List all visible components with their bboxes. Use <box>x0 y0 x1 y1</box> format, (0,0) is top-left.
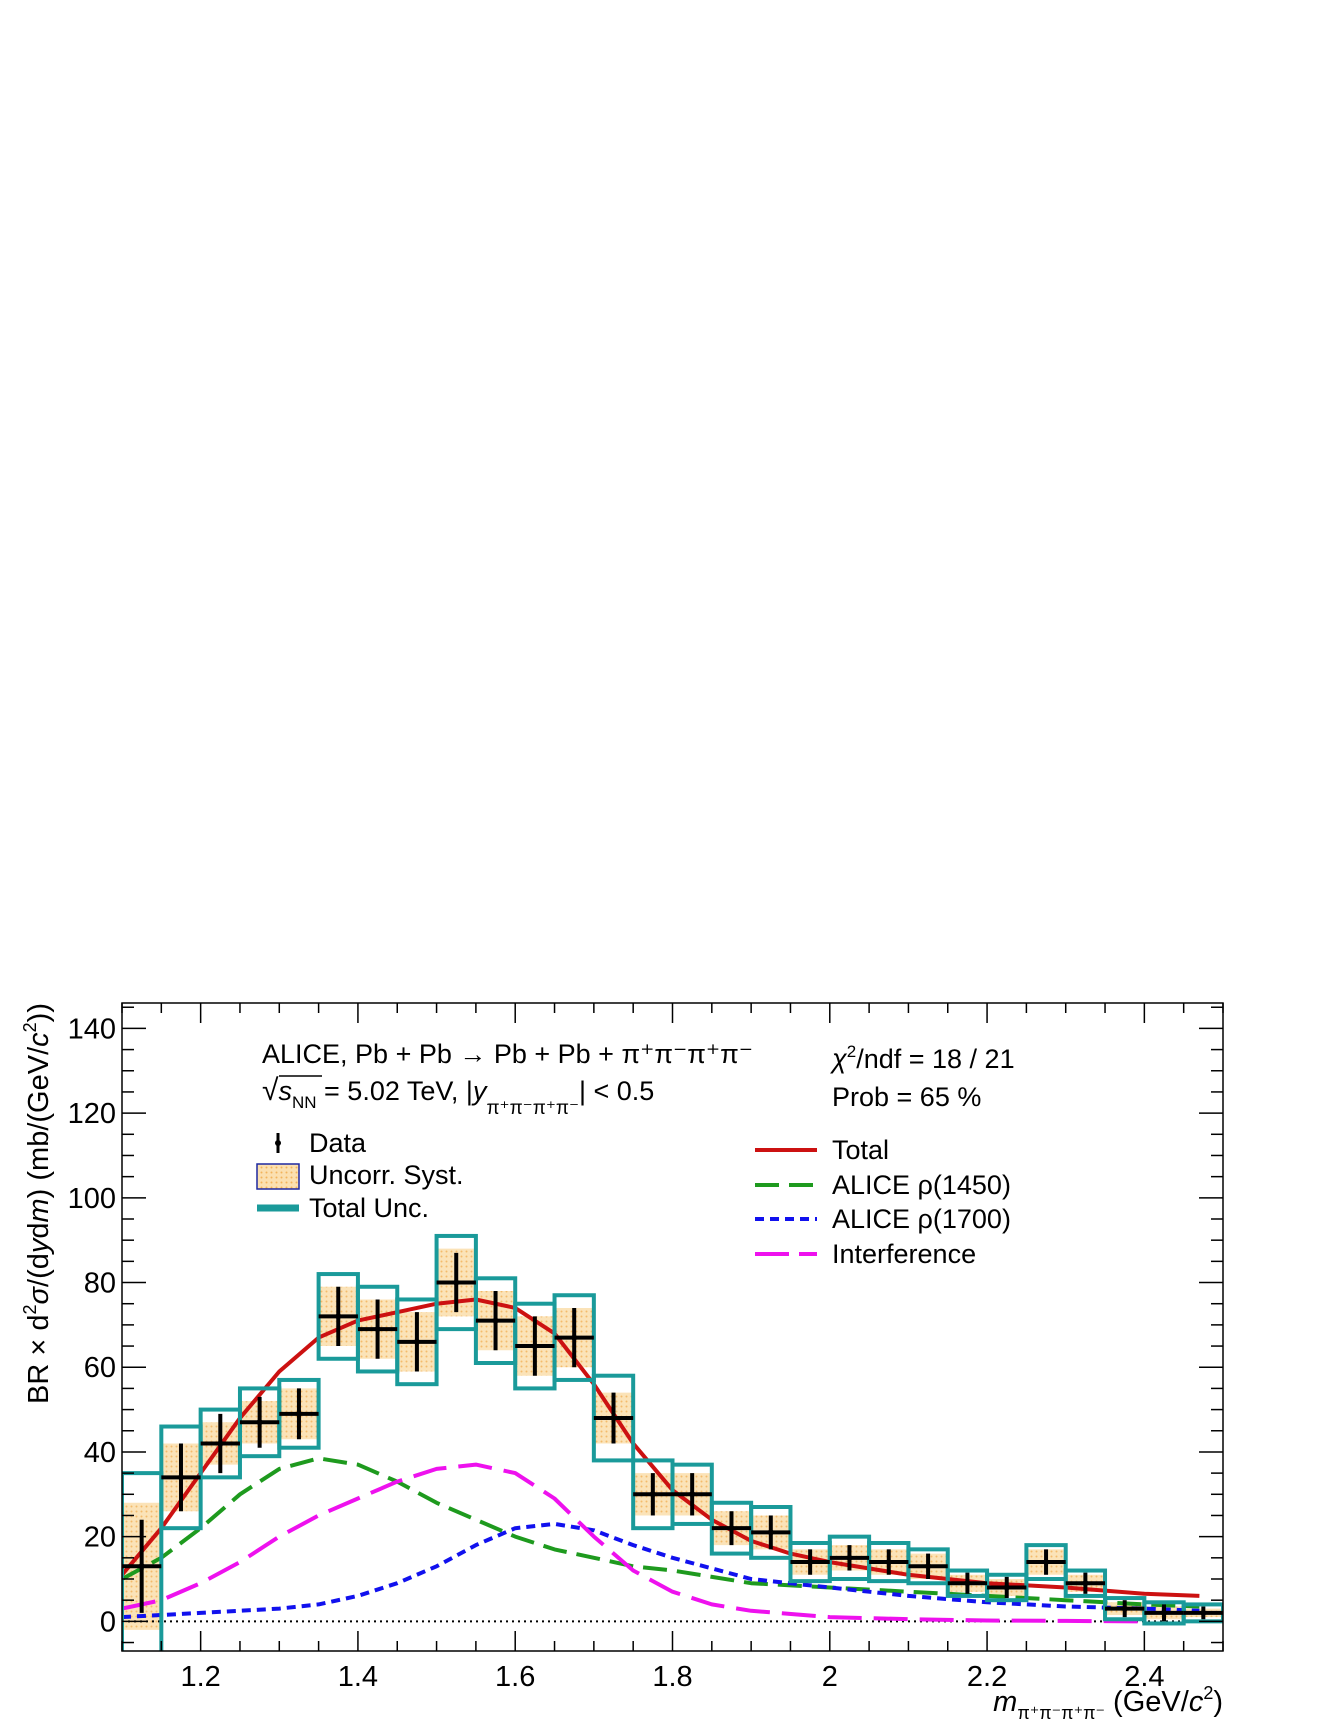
y-tick-label: 80 <box>84 1268 116 1300</box>
data-point-12 <box>610 1415 617 1422</box>
syst-bands <box>122 1248 1223 1630</box>
data-point-20 <box>925 1563 932 1570</box>
cut-text: | < 0.5 <box>579 1076 654 1106</box>
legend-rho1700-label: ALICE ρ(1700) <box>832 1204 1011 1234</box>
x-c: c <box>1189 1686 1204 1718</box>
data-point-6 <box>374 1326 381 1333</box>
data-point-24 <box>1082 1580 1089 1587</box>
data-point-27 <box>1200 1609 1207 1616</box>
legend-data-marker <box>275 1140 281 1146</box>
x-m: m <box>993 1686 1017 1718</box>
legend-totalunc-label: Total Unc. <box>309 1193 429 1223</box>
chi-symbol: χ <box>830 1044 848 1074</box>
data-point-3 <box>256 1419 263 1426</box>
data-point-9 <box>492 1317 499 1324</box>
x-tick-label: 1.4 <box>338 1661 378 1693</box>
axes: 1.2 1.4 1.6 1.8 2 2.2 2.4 0 20 40 60 80 100 120 140 <box>68 1003 1224 1693</box>
y-c: c <box>23 1032 55 1047</box>
y-axis-title: BR × d2σ/(dydm) (mb/(GeV/c2)) <box>20 1003 55 1404</box>
y-tick-label: 20 <box>84 1522 116 1554</box>
x-unit-open: (GeV/ <box>1105 1686 1190 1718</box>
legend-rho1450-label: ALICE ρ(1450) <box>832 1170 1011 1200</box>
chi-superscript: 2 <box>847 1042 856 1061</box>
data-point-14 <box>689 1491 696 1498</box>
chi-rest: /ndf = 18 / 21 <box>856 1044 1014 1074</box>
data-point-8 <box>453 1279 460 1286</box>
data-point-1 <box>177 1474 184 1481</box>
data-point-4 <box>295 1410 302 1417</box>
x-tick-label: 2.2 <box>967 1661 1007 1693</box>
curve-dot <box>122 1521 1200 1620</box>
x-sub: π⁺π⁻π⁺π⁻ <box>1017 1703 1105 1719</box>
y-post: ) (mb/(GeV/ <box>23 1046 55 1198</box>
y-d: d <box>23 1222 55 1238</box>
y-tick-label: 0 <box>100 1606 116 1638</box>
y-symbol: y <box>471 1076 488 1106</box>
data-point-0 <box>138 1563 145 1570</box>
data-point-19 <box>885 1559 892 1566</box>
data-point-10 <box>531 1343 538 1350</box>
curve-longdash <box>122 1462 1145 1624</box>
legend-left: Data Uncorr. Syst. Total Unc. <box>256 1128 464 1223</box>
y-sup2: 2 <box>20 1022 40 1032</box>
total-unc-boxes <box>122 1233 1223 1651</box>
data-point-23 <box>1043 1559 1050 1566</box>
data-point-2 <box>217 1440 224 1447</box>
annotation-line1: ALICE, Pb + Pb → Pb + Pb + π⁺π⁻π⁺π⁻ <box>262 1039 753 1069</box>
y-end: )) <box>23 1003 55 1022</box>
y-sup: 2 <box>20 1304 40 1314</box>
prob-text: Prob = 65 % <box>832 1082 981 1112</box>
legend-right: Total ALICE ρ(1450) ALICE ρ(1700) Interf… <box>755 1135 1011 1269</box>
data-point-25 <box>1121 1605 1128 1612</box>
data-point-15 <box>728 1525 735 1532</box>
data-point-13 <box>649 1491 656 1498</box>
y-mid: /(d <box>23 1253 55 1287</box>
y-pre: BR × d <box>23 1314 55 1403</box>
x-tick-label: 1.6 <box>495 1661 535 1693</box>
data-points <box>122 1252 1223 1622</box>
x-axis-title: mπ⁺π⁻π⁺π⁻ (GeV/c2) <box>993 1683 1223 1719</box>
data-point-5 <box>335 1313 342 1320</box>
y-sigma: σ <box>23 1285 55 1304</box>
chi2-text: χ2/ndf = 18 / 21 <box>830 1042 1015 1074</box>
y-tick-label: 100 <box>68 1183 116 1215</box>
x-tick-label: 2.4 <box>1124 1661 1164 1693</box>
uncorr-syst-band <box>122 1248 1223 1630</box>
legend-interference-label: Interference <box>832 1239 976 1269</box>
x-tick-label: 2 <box>822 1661 838 1693</box>
nn-subscript: NN <box>292 1093 317 1112</box>
data-point-21 <box>964 1580 971 1587</box>
y-y: y <box>23 1237 55 1255</box>
y-tick-label: 140 <box>68 1013 116 1045</box>
s-symbol: s <box>278 1076 292 1106</box>
y-m: m <box>23 1198 55 1222</box>
data-point-18 <box>846 1554 853 1561</box>
data-point-7 <box>413 1338 420 1345</box>
x-tick-label: 1.2 <box>180 1661 220 1693</box>
legend-data-label: Data <box>309 1128 367 1158</box>
data-point-11 <box>571 1334 578 1341</box>
x-unit-close: ) <box>1213 1686 1223 1718</box>
data-point-26 <box>1161 1609 1168 1616</box>
data-point-16 <box>767 1529 774 1536</box>
y-tick-label: 120 <box>68 1098 116 1130</box>
legend-syst-label: Uncorr. Syst. <box>309 1160 464 1190</box>
sqrt-symbol: √ <box>262 1074 279 1107</box>
x-tick-label: 1.8 <box>652 1661 692 1693</box>
y-tick-label: 40 <box>84 1437 116 1469</box>
legend-total-label: Total <box>832 1135 889 1165</box>
legend-syst-swatch <box>256 1163 300 1190</box>
annotation-line2: √sNN = 5.02 TeV, |yπ⁺π⁻π⁺π⁻| < 0.5 <box>262 1074 654 1119</box>
y-tick-label: 60 <box>84 1352 116 1384</box>
y-subscript: π⁺π⁻π⁺π⁻ <box>486 1098 579 1119</box>
data-point-22 <box>1003 1584 1010 1591</box>
data-point-17 <box>807 1559 814 1566</box>
x-sup: 2 <box>1203 1683 1213 1703</box>
energy-text: = 5.02 TeV, | <box>317 1076 473 1106</box>
